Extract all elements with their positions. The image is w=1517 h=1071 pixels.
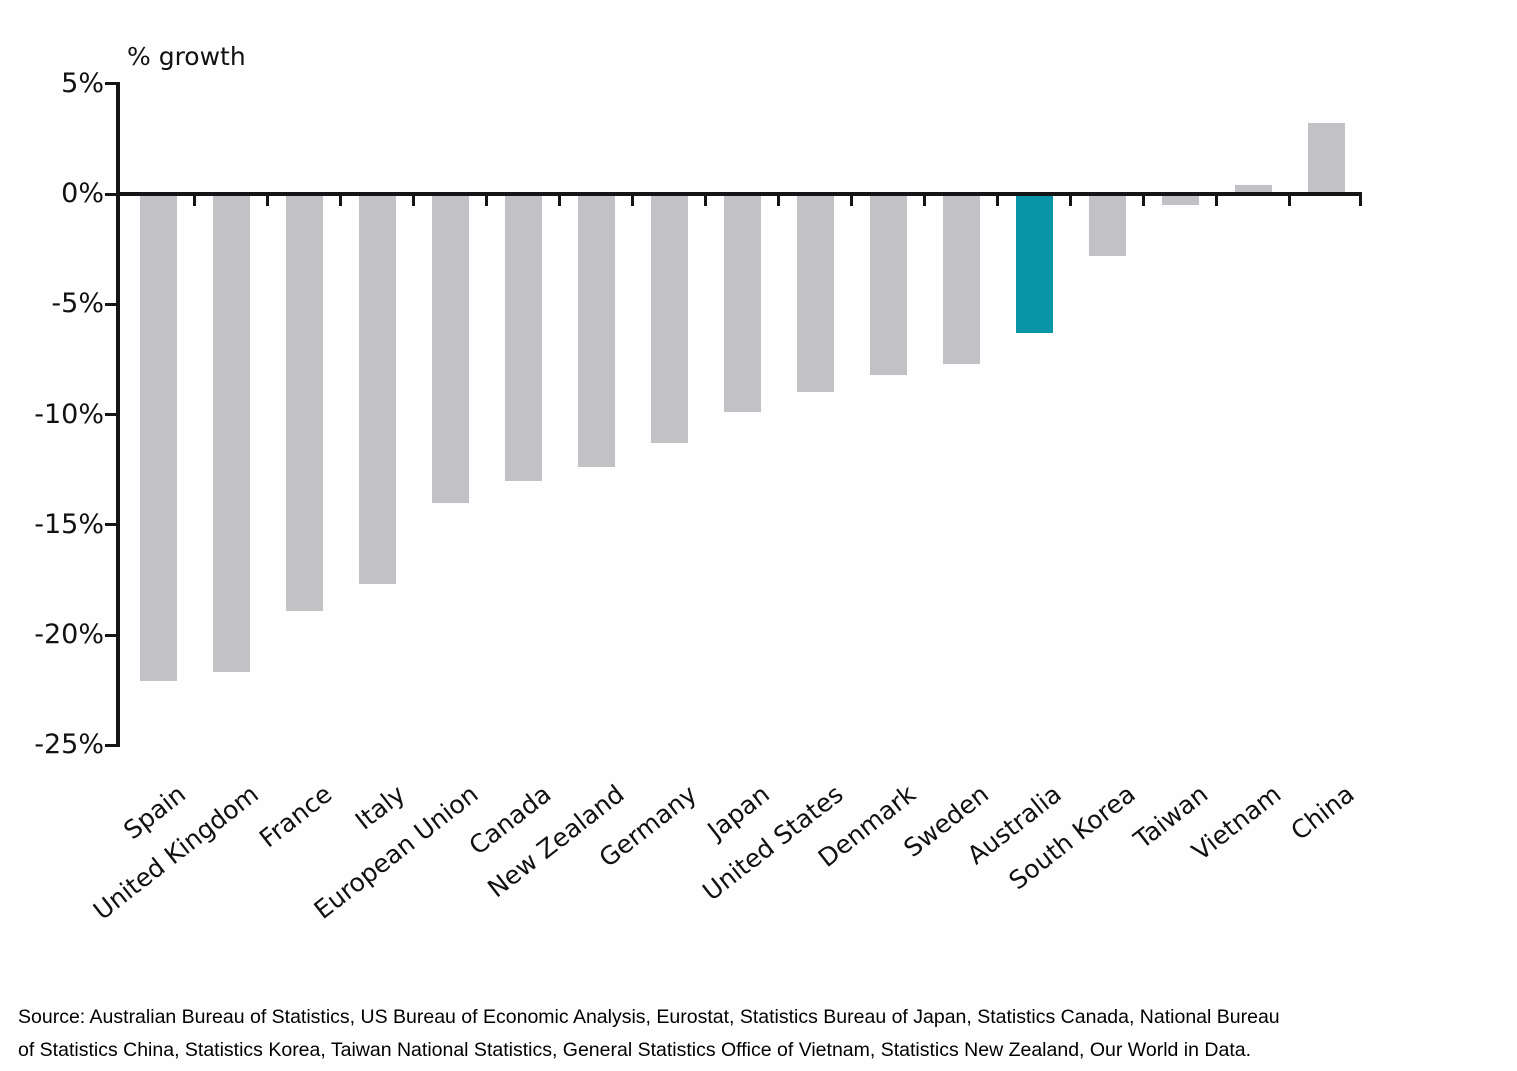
x-tick-mark: [996, 196, 999, 206]
y-tick-mark: [105, 192, 116, 196]
x-tick-mark: [1215, 196, 1218, 206]
x-axis-line: [116, 192, 1362, 196]
x-tick-mark: [1069, 196, 1072, 206]
y-tick-mark: [105, 413, 116, 416]
x-tick-mark: [193, 196, 196, 206]
bar-sweden: [942, 194, 980, 364]
x-tick-label-text: France: [253, 779, 338, 854]
x-tick-mark: [1358, 196, 1362, 206]
bar-china: [1307, 123, 1345, 194]
x-tick-mark: [558, 196, 561, 206]
x-tick-mark: [266, 196, 269, 206]
y-tick-mark: [105, 743, 116, 747]
y-tick-label: -10%: [34, 398, 104, 430]
bar-france: [285, 194, 323, 611]
y-tick-mark: [105, 82, 116, 86]
y-tick-label: -5%: [51, 288, 104, 320]
bar-japan: [723, 194, 761, 413]
y-tick-label: -25%: [34, 729, 104, 761]
chart-title: % growth: [127, 42, 246, 71]
x-tick-mark: [777, 196, 780, 206]
bar-canada: [504, 194, 542, 481]
y-tick-mark: [105, 633, 116, 637]
x-tick-mark: [631, 196, 634, 206]
bar-united-kingdom: [212, 194, 250, 673]
x-tick-mark: [412, 196, 415, 206]
y-tick-label: -20%: [34, 619, 104, 650]
bar-denmark: [869, 194, 907, 375]
x-tick-label-text: Italy: [349, 779, 411, 836]
y-tick-label: 0%: [61, 178, 104, 209]
x-tick-mark: [850, 196, 853, 206]
x-tick-mark: [339, 196, 342, 206]
y-tick-label: 5%: [61, 67, 104, 99]
y-tick-mark: [105, 523, 116, 527]
bar-germany: [650, 194, 688, 444]
bar-european-union: [431, 194, 469, 503]
x-tick-mark: [923, 196, 926, 206]
bar-vietnam: [1234, 185, 1272, 194]
y-tick-mark: [105, 302, 116, 306]
source-note-line2: of Statistics China, Statistics Korea, T…: [18, 1039, 1251, 1061]
x-tick-mark: [1142, 196, 1145, 206]
x-tick-mark: [485, 196, 488, 206]
bar-italy: [358, 194, 396, 585]
bar-australia: [1015, 194, 1053, 333]
x-tick-mark: [1288, 196, 1291, 206]
bar-taiwan: [1161, 194, 1199, 206]
x-tick-label-text: China: [1285, 779, 1360, 847]
x-tick-mark: [704, 196, 707, 206]
y-axis-line: [116, 81, 120, 748]
bar-united-states: [796, 194, 834, 393]
bar-spain: [139, 194, 177, 682]
source-note: Source: Australian Bureau of Statistics,…: [18, 1001, 1510, 1067]
bar-south-korea: [1088, 194, 1126, 256]
bar-new-zealand: [577, 194, 615, 468]
y-tick-label: -15%: [34, 508, 104, 540]
source-note-line1: Source: Australian Bureau of Statistics,…: [18, 1006, 1280, 1028]
